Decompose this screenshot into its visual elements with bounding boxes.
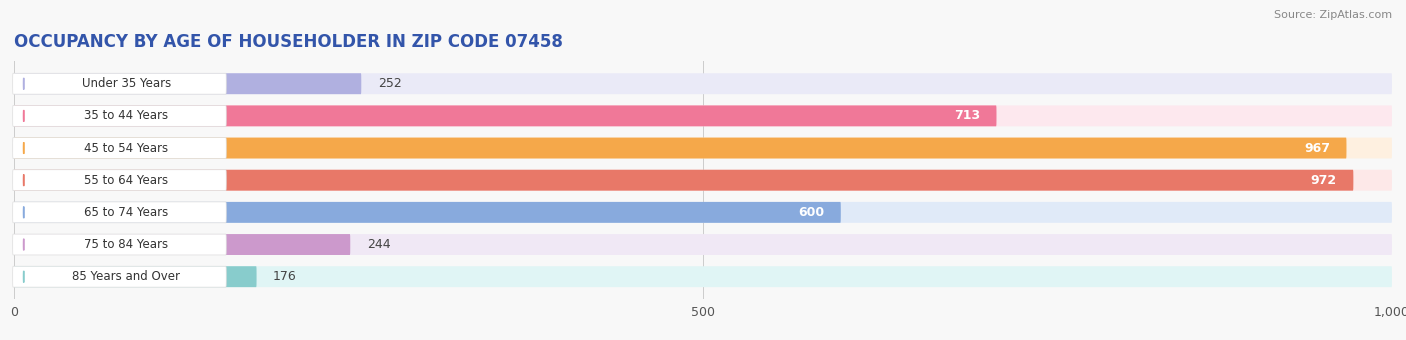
- Text: 713: 713: [953, 109, 980, 122]
- FancyBboxPatch shape: [13, 73, 226, 94]
- FancyBboxPatch shape: [13, 266, 226, 287]
- FancyBboxPatch shape: [14, 170, 1392, 191]
- FancyBboxPatch shape: [14, 266, 1392, 287]
- Text: 65 to 74 Years: 65 to 74 Years: [84, 206, 169, 219]
- FancyBboxPatch shape: [13, 105, 226, 126]
- Text: 55 to 64 Years: 55 to 64 Years: [84, 174, 169, 187]
- Text: 45 to 54 Years: 45 to 54 Years: [84, 141, 169, 155]
- FancyBboxPatch shape: [13, 138, 226, 158]
- FancyBboxPatch shape: [14, 234, 350, 255]
- Text: 967: 967: [1303, 141, 1330, 155]
- FancyBboxPatch shape: [14, 138, 1392, 158]
- FancyBboxPatch shape: [14, 202, 1392, 223]
- FancyBboxPatch shape: [14, 105, 997, 126]
- FancyBboxPatch shape: [13, 202, 226, 223]
- Text: 972: 972: [1310, 174, 1337, 187]
- Text: Source: ZipAtlas.com: Source: ZipAtlas.com: [1274, 10, 1392, 20]
- FancyBboxPatch shape: [14, 105, 1392, 126]
- Text: 35 to 44 Years: 35 to 44 Years: [84, 109, 169, 122]
- Text: 252: 252: [378, 77, 402, 90]
- FancyBboxPatch shape: [14, 266, 256, 287]
- Text: OCCUPANCY BY AGE OF HOUSEHOLDER IN ZIP CODE 07458: OCCUPANCY BY AGE OF HOUSEHOLDER IN ZIP C…: [14, 33, 562, 51]
- FancyBboxPatch shape: [14, 73, 361, 94]
- FancyBboxPatch shape: [14, 170, 1354, 191]
- FancyBboxPatch shape: [14, 73, 1392, 94]
- FancyBboxPatch shape: [13, 170, 226, 191]
- FancyBboxPatch shape: [14, 234, 1392, 255]
- FancyBboxPatch shape: [14, 202, 841, 223]
- Text: 176: 176: [273, 270, 297, 283]
- Text: 244: 244: [367, 238, 391, 251]
- FancyBboxPatch shape: [14, 138, 1347, 158]
- Text: Under 35 Years: Under 35 Years: [82, 77, 172, 90]
- Text: 85 Years and Over: 85 Years and Over: [72, 270, 180, 283]
- Text: 75 to 84 Years: 75 to 84 Years: [84, 238, 169, 251]
- FancyBboxPatch shape: [13, 234, 226, 255]
- Text: 600: 600: [799, 206, 824, 219]
